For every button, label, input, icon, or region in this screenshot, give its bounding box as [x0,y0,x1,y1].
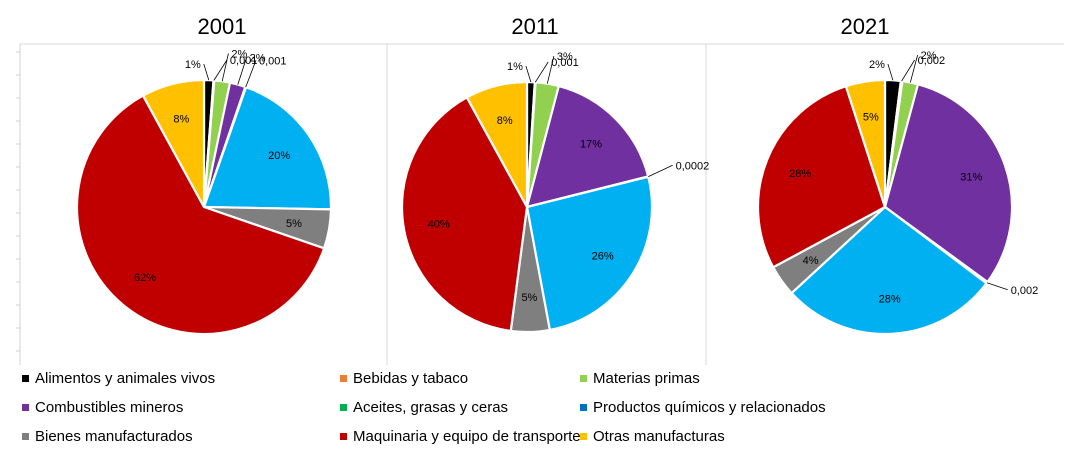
legend-item-otras-manufacturas: Otras manufacturas [580,428,725,446]
legend-swatch [580,403,587,411]
data-label: 1% [185,59,201,71]
legend-item-bienes-manufacturados: Bienes manufacturados [22,428,193,446]
legend-label: Bienes manufacturados [35,428,193,445]
legend-label: Combustibles mineros [35,399,184,416]
data-label: 3% [557,51,573,63]
pie-slice-maquinaria-y-equipo-de-transporte [75,94,326,336]
legend-swatch [580,432,587,440]
leader-line [534,61,549,83]
data-label: 8% [173,113,189,125]
legend: Alimentos y animales vivos Bebidas y taba… [22,370,1062,455]
data-label: 31% [960,172,982,184]
chart-title: 2001 [198,14,247,39]
chart-title: 2011 [511,14,558,39]
legend-item-alimentos-y-animales-vivos: Alimentos y animales vivos [22,370,215,388]
pie-slice-productos-quimicos-y-relacionados [202,85,333,211]
data-label: 62% [134,272,156,284]
legend-label: Productos químicos y relacionados [593,399,826,416]
leader-line [221,53,229,82]
data-label: 0,002 [1011,285,1039,297]
leader-line [525,65,532,83]
data-label: 26% [592,251,614,263]
data-label: 0,001 [230,55,258,67]
legend-item-productos-quimicos-y-relacionados: Productos químicos y relacionados [580,399,826,417]
leader-line [245,60,257,88]
data-label: 2% [869,59,885,71]
data-label: 2% [921,50,937,62]
legend-label: Bebidas y tabaco [353,370,469,387]
pie-slice-combustibles-mineros [525,84,650,209]
data-label: 0,001 [259,55,287,67]
data-label: 40% [428,219,450,231]
data-label: 28% [789,168,811,180]
data-label: 5% [286,218,302,230]
legend-label: Aceites, grasas y ceras [353,399,509,416]
legend-swatch [22,403,29,411]
legend-swatch [22,432,29,440]
leader-line [887,63,894,81]
leader-line [648,164,673,177]
legend-label: Otras manufacturas [593,428,725,445]
legend-swatch [22,374,29,382]
leader-line [986,282,1008,291]
pie-slice-productos-quimicos-y-relacionados [790,205,989,336]
legend-item-combustibles-mineros: Combustibles mineros [22,399,183,417]
pie-slice-maquinaria-y-equipo-de-transporte [756,84,887,269]
chart-title: 2021 [841,14,890,39]
leader-line [901,59,915,82]
legend-item-aceites-grasas-y-ceras: Aceites, grasas y ceras [340,399,508,417]
data-label: 0,002 [918,55,946,67]
data-label: 2% [250,52,266,64]
legend-item-materias-primas: Materias primas [580,370,700,388]
data-label: 0,001 [551,57,579,69]
legend-label: Maquinaria y equipo de transporte [353,428,581,445]
data-label: 28% [879,293,901,305]
data-label: 5% [521,292,537,304]
legend-swatch [340,403,347,411]
data-label: 8% [497,115,513,127]
leader-line [546,55,555,84]
data-label: 4% [803,255,819,267]
legend-swatch [340,432,347,440]
data-label: 0,0002 [676,160,710,172]
legend-item-bebidas-y-tabaco: Bebidas y tabaco [340,370,468,388]
pie-slice-otras-manufacturas [844,78,887,208]
leader-line [909,54,918,83]
legend-label: Materias primas [593,370,700,387]
leader-line [203,63,210,81]
data-label: 2% [231,49,247,61]
data-label: 1% [507,61,523,73]
data-label: 5% [863,112,879,124]
legend-swatch [580,374,587,382]
legend-item-maquinaria-y-equipo-de-transporte: Maquinaria y equipo de transporte [340,428,581,446]
legend-swatch [340,374,347,382]
leader-line [213,59,228,81]
leader-line [237,57,247,85]
pie-slice-combustibles-mineros [883,83,1014,284]
data-label: 20% [268,150,290,162]
pie-slice-otras-manufacturas [141,78,206,208]
pie-slice-otras-manufacturas [465,80,529,208]
data-label: 17% [580,139,602,151]
pie-slice-maquinaria-y-equipo-de-transporte [400,95,529,333]
pie-slice-productos-quimicos-y-relacionados [525,175,654,332]
legend-label: Alimentos y animales vivos [35,370,216,387]
